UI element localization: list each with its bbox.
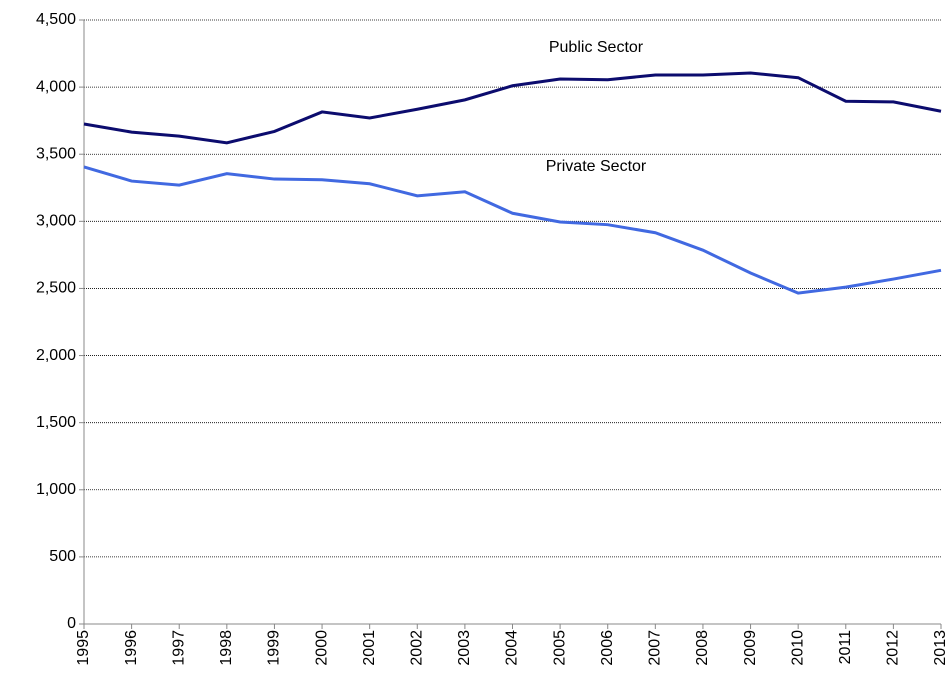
x-tick-label: 1996: [123, 630, 140, 666]
x-tick-label: 2004: [504, 630, 521, 666]
y-tick-label: 2,000: [36, 347, 76, 364]
x-tick-label: 1998: [218, 630, 235, 666]
x-tick-label: 2009: [742, 630, 759, 666]
x-tick-label: 2006: [599, 630, 616, 666]
series-label: Private Sector: [546, 158, 647, 175]
x-tick-label: 2001: [361, 630, 378, 666]
x-tick-label: 1997: [170, 630, 187, 666]
series-line: [83, 71, 942, 145]
x-tick-label: 2011: [837, 630, 854, 665]
x-tick-label: 2008: [694, 630, 711, 666]
series-line: [83, 165, 942, 295]
x-tick-label: 2013: [932, 630, 949, 666]
y-tick-label: 4,500: [36, 11, 76, 28]
x-tick-label: 2010: [789, 630, 806, 666]
y-tick-label: 4,000: [36, 78, 76, 95]
x-tick-label: 2005: [551, 630, 568, 666]
x-tick-label: 1995: [75, 630, 92, 666]
x-tick-label: 2002: [408, 630, 425, 666]
x-tick-label: 1999: [266, 630, 283, 666]
x-tick-label: 2007: [647, 630, 664, 666]
y-tick-label: 2,500: [36, 280, 76, 297]
x-tick-label: 2003: [456, 630, 473, 666]
series-label: Public Sector: [549, 39, 644, 56]
y-tick-label: 3,500: [36, 145, 76, 162]
y-tick-label: 1,000: [36, 481, 76, 498]
y-tick-label: 3,000: [36, 213, 76, 230]
x-tick-label: 2000: [313, 630, 330, 666]
x-tick-label: 2012: [885, 630, 902, 666]
y-tick-label: 500: [49, 548, 76, 565]
y-tick-label: 0: [67, 615, 76, 632]
y-tick-label: 1,500: [36, 414, 76, 431]
